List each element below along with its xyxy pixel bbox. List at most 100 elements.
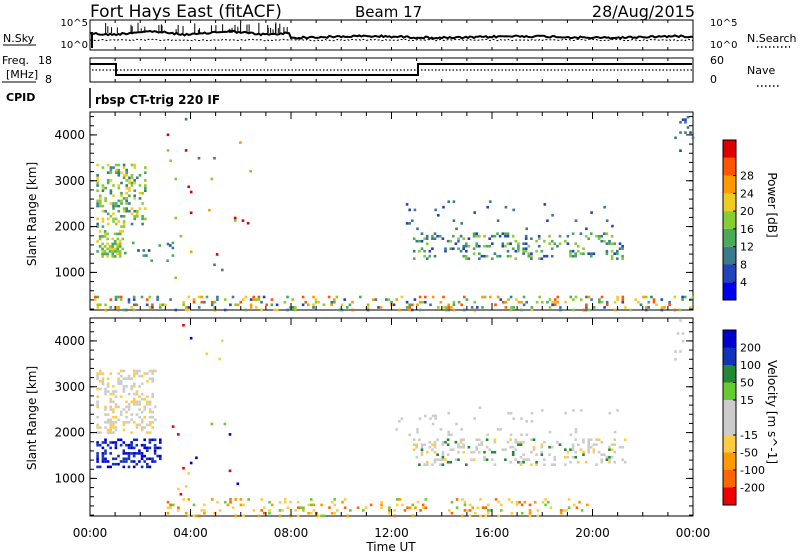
heatmap-cell <box>481 506 485 509</box>
heatmap-cell <box>127 403 131 406</box>
cpid-label: CPID <box>6 91 35 104</box>
heatmap-cell <box>101 184 105 187</box>
heatmap-cell <box>106 222 110 226</box>
heatmap-cell <box>113 247 117 251</box>
heatmap-cell <box>509 295 513 299</box>
heatmap-cell <box>101 166 105 169</box>
heatmap-cell <box>106 171 110 174</box>
heatmap-cell <box>109 298 113 301</box>
heatmap-cell <box>109 418 112 422</box>
time-tick-label: 20:00 <box>575 526 610 540</box>
heatmap-cell <box>566 455 570 459</box>
heatmap-cell <box>109 408 112 411</box>
heatmap-cell <box>528 509 532 512</box>
heatmap-cell <box>587 295 591 299</box>
heatmap-cell <box>153 446 157 450</box>
heatmap-cell <box>436 234 439 238</box>
heatmap-cell <box>111 252 114 256</box>
heatmap-cell <box>138 207 142 210</box>
heatmap-cell <box>569 254 572 258</box>
heatmap-cell <box>590 254 593 258</box>
y-tick-label: 2000 <box>54 220 85 234</box>
beam-label: Beam 17 <box>355 3 422 21</box>
heatmap-cell <box>522 242 525 245</box>
heatmap-cell <box>108 250 112 253</box>
heatmap-cell <box>506 232 510 235</box>
heatmap-cell <box>608 458 611 461</box>
heatmap-cell <box>679 131 682 134</box>
heatmap-cell <box>122 174 126 177</box>
heatmap-cell <box>108 245 112 248</box>
heatmap-cell <box>420 247 424 250</box>
heatmap-cell <box>268 511 271 515</box>
heatmap-cell <box>101 220 105 223</box>
heatmap-cell <box>369 503 373 507</box>
heatmap-cell <box>96 415 99 419</box>
heatmap-cell <box>608 411 612 415</box>
heatmap-cell <box>569 295 573 299</box>
heatmap-cell <box>112 410 115 414</box>
heatmap-cell <box>114 415 118 419</box>
heatmap-cell <box>493 440 497 444</box>
heatmap-cell <box>431 463 434 466</box>
heatmap-cell <box>550 247 554 250</box>
heatmap-cell <box>151 426 154 429</box>
heatmap-cell <box>109 191 113 195</box>
heatmap-cell <box>312 306 315 309</box>
heatmap-cell <box>113 232 117 236</box>
time-axis-label: Time UT <box>365 540 416 554</box>
heatmap-cell <box>595 443 598 446</box>
heatmap-cell <box>605 300 609 304</box>
heatmap-cell <box>154 369 157 373</box>
heatmap-cell <box>135 438 139 442</box>
heatmap-cell <box>117 438 120 442</box>
heatmap-cell <box>689 131 692 134</box>
heatmap-cell <box>423 463 426 466</box>
heatmap-cell <box>385 298 388 301</box>
heatmap-cell <box>174 177 177 181</box>
heatmap-cell <box>483 254 486 258</box>
heatmap-cell <box>93 298 97 301</box>
heatmap-cell <box>106 247 109 251</box>
heatmap-cell <box>118 230 122 233</box>
heatmap-cell <box>420 445 424 449</box>
heatmap-cell <box>96 176 99 180</box>
heatmap-cell <box>393 509 396 512</box>
heatmap-cell <box>125 184 128 187</box>
heatmap-cell <box>216 295 219 299</box>
heatmap-cell <box>467 244 471 248</box>
heatmap-cell <box>515 503 519 507</box>
heatmap-cell <box>489 509 493 512</box>
heatmap-cell <box>125 171 128 174</box>
heatmap-cell <box>189 190 193 194</box>
heatmap-cell <box>103 232 107 236</box>
heatmap-cell <box>447 306 450 309</box>
heatmap-cell <box>536 514 540 518</box>
heatmap-cell <box>294 306 297 309</box>
heatmap-cell <box>263 506 266 509</box>
heatmap-cell <box>146 462 149 466</box>
heatmap-cell <box>686 126 690 129</box>
heatmap-cell <box>117 184 121 187</box>
heatmap-cell <box>104 186 107 190</box>
heatmap-cell <box>574 242 577 245</box>
heatmap-cell <box>579 232 583 235</box>
heatmap-cell <box>465 254 468 258</box>
heatmap-cell <box>408 306 411 309</box>
heatmap-cell <box>584 234 588 238</box>
heatmap-cell <box>143 446 146 450</box>
heatmap-cell <box>340 303 344 307</box>
heatmap-cell <box>121 230 124 233</box>
heatmap-cell <box>146 372 149 375</box>
heatmap-cell <box>572 409 575 412</box>
heatmap-cell <box>444 458 447 461</box>
heatmap-cell <box>587 450 590 454</box>
heatmap-cell <box>127 405 131 409</box>
heatmap-cell <box>146 465 149 469</box>
heatmap-cell <box>148 377 152 380</box>
heatmap-cell <box>504 205 508 209</box>
heatmap-cell <box>574 428 578 431</box>
heatmap-cell <box>553 458 557 461</box>
